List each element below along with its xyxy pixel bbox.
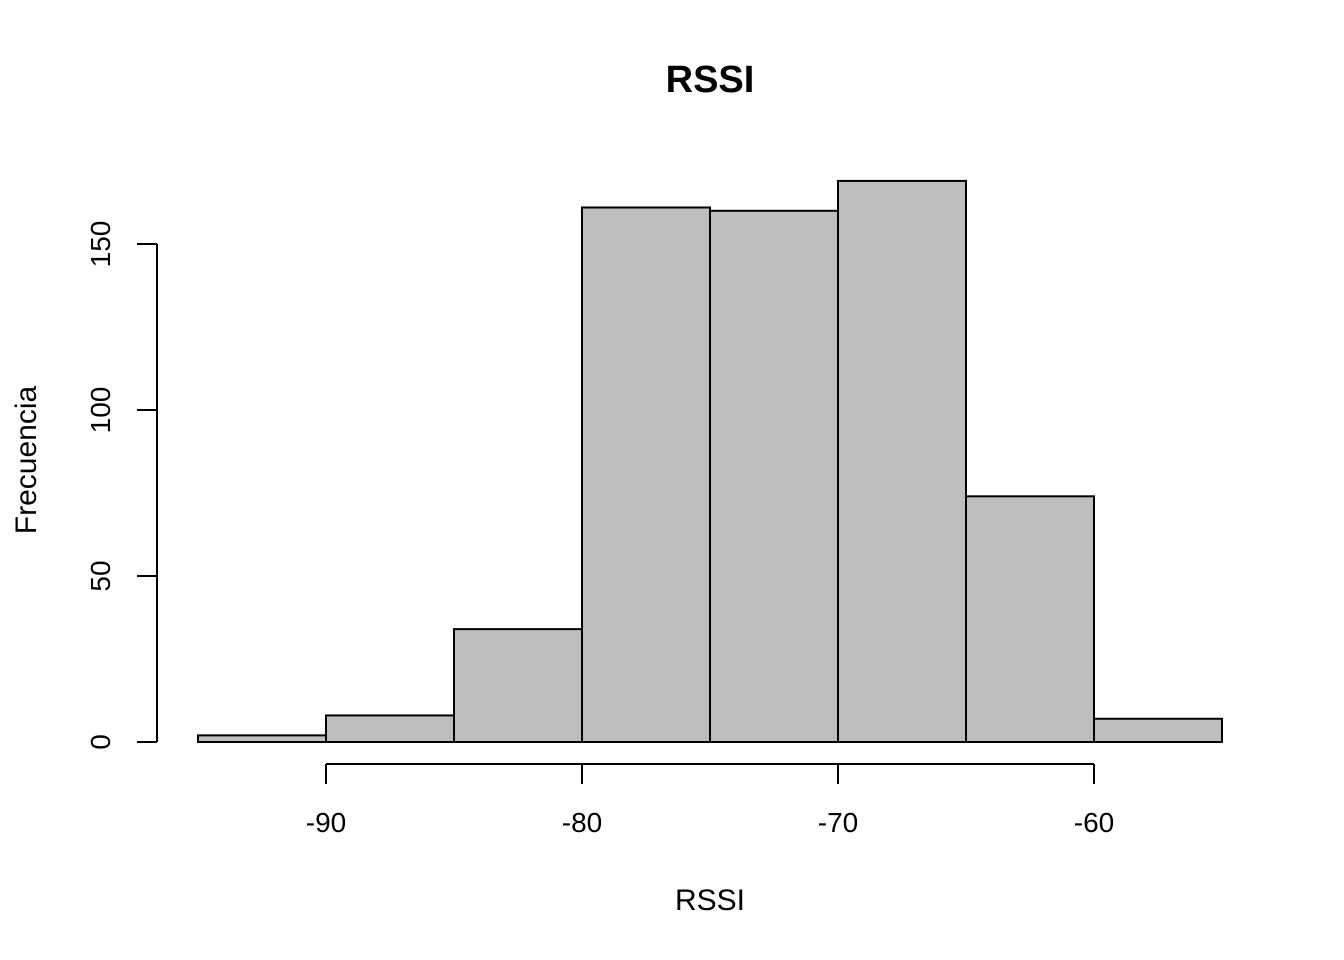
y-tick-label: 50 xyxy=(85,560,116,591)
y-axis: 0 50 100 150 xyxy=(85,221,158,750)
histogram-bar xyxy=(325,714,455,744)
y-tick-label: 150 xyxy=(85,221,116,268)
histogram-bar xyxy=(197,734,327,743)
x-axis-label: RSSI xyxy=(675,884,745,917)
histogram-bar xyxy=(453,628,583,743)
x-tick-label: -90 xyxy=(306,807,346,838)
y-tick-label: 100 xyxy=(85,387,116,434)
y-tick-label: 0 xyxy=(85,734,116,750)
histogram-bar xyxy=(581,206,711,744)
histogram-bar xyxy=(837,179,967,744)
x-tick-label: -70 xyxy=(818,807,858,838)
histogram-bar xyxy=(709,209,839,744)
x-axis: -90 -80 -70 -60 xyxy=(306,763,1114,838)
x-tick-label: -80 xyxy=(562,807,602,838)
histogram-bar xyxy=(1093,717,1223,744)
bars-group xyxy=(197,179,1223,744)
y-axis-label: Frecuencia xyxy=(10,385,43,534)
x-tick-label: -60 xyxy=(1074,807,1114,838)
chart-title: RSSI xyxy=(666,59,755,101)
histogram-bar xyxy=(965,495,1095,743)
